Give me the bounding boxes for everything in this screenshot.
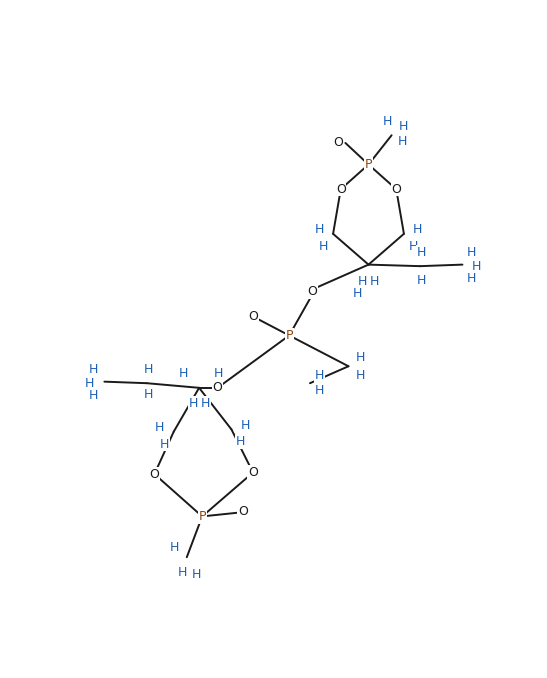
Text: H: H <box>319 239 329 253</box>
Text: H: H <box>382 115 392 128</box>
Text: H: H <box>144 363 153 376</box>
Text: P: P <box>199 510 206 523</box>
Text: P: P <box>286 329 293 342</box>
Text: H: H <box>236 435 246 448</box>
Text: H: H <box>370 275 380 288</box>
Text: H: H <box>315 224 324 237</box>
Text: P: P <box>365 158 373 171</box>
Text: H: H <box>417 273 426 287</box>
Text: H: H <box>417 246 426 259</box>
Text: O: O <box>307 285 317 298</box>
Text: H: H <box>356 351 365 363</box>
Text: H: H <box>398 119 408 132</box>
Text: H: H <box>191 567 201 580</box>
Text: H: H <box>188 397 197 410</box>
Text: H: H <box>398 135 407 148</box>
Text: H: H <box>356 369 365 382</box>
Text: O: O <box>391 182 401 196</box>
Text: H: H <box>315 369 324 382</box>
Text: H: H <box>352 287 362 300</box>
Text: H: H <box>472 260 481 273</box>
Text: H: H <box>178 566 188 579</box>
Text: H: H <box>467 272 476 285</box>
Text: H: H <box>467 246 476 259</box>
Text: H: H <box>241 419 250 432</box>
Text: O: O <box>336 182 346 196</box>
Text: H: H <box>214 367 223 380</box>
Text: O: O <box>248 310 258 323</box>
Text: O: O <box>238 504 248 517</box>
Text: H: H <box>144 388 153 401</box>
Text: O: O <box>333 136 342 149</box>
Text: H: H <box>89 389 98 402</box>
Text: O: O <box>248 466 258 479</box>
Text: H: H <box>201 397 210 410</box>
Text: H: H <box>84 377 94 390</box>
Text: H: H <box>409 239 418 253</box>
Text: H: H <box>358 275 367 288</box>
Text: H: H <box>179 367 188 380</box>
Text: H: H <box>160 437 169 450</box>
Text: H: H <box>170 542 179 555</box>
Text: O: O <box>149 468 159 481</box>
Text: O: O <box>213 381 223 395</box>
Text: H: H <box>89 363 98 376</box>
Text: H: H <box>155 421 165 435</box>
Text: H: H <box>315 384 324 397</box>
Text: H: H <box>413 224 422 237</box>
